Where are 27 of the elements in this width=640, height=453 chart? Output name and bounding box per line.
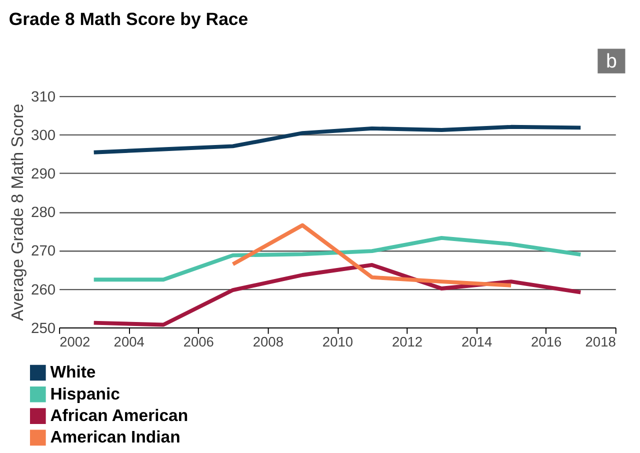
x-tick-label: 2004 <box>114 334 145 350</box>
line-series <box>92 236 583 282</box>
y-tick-label: 300 <box>31 128 56 144</box>
y-tick-label: 280 <box>31 205 56 222</box>
legend-label: White <box>50 362 96 382</box>
line-series <box>92 262 583 327</box>
legend-label: Hispanic <box>50 384 120 404</box>
x-tick-label: 2008 <box>252 334 284 350</box>
legend-label: American Indian <box>50 428 180 447</box>
line-series <box>92 124 583 154</box>
y-axis-title: Average Grade 8 Math Score <box>8 104 28 321</box>
text: b <box>606 50 617 72</box>
x-tick-label: 2006 <box>183 334 214 350</box>
line-series <box>230 223 514 288</box>
y-tick-label: 270 <box>31 244 56 260</box>
y-tick-label: 310 <box>31 89 56 106</box>
x-tick-label: 2010 <box>322 334 354 350</box>
x-tick-label: 2018 <box>585 334 616 350</box>
chart-title: Grade 8 Math Score by Race <box>8 9 248 30</box>
x-tick-label: 2012 <box>392 334 423 350</box>
y-tick-label: 250 <box>31 320 56 337</box>
x-tick-label: 2014 <box>461 334 492 350</box>
x-tick-label: 2016 <box>531 334 562 350</box>
y-tick-label: 260 <box>31 282 56 298</box>
legend-label: African American <box>50 406 188 425</box>
x-tick-label: 2002 <box>60 334 90 350</box>
y-tick-label: 290 <box>31 166 56 183</box>
